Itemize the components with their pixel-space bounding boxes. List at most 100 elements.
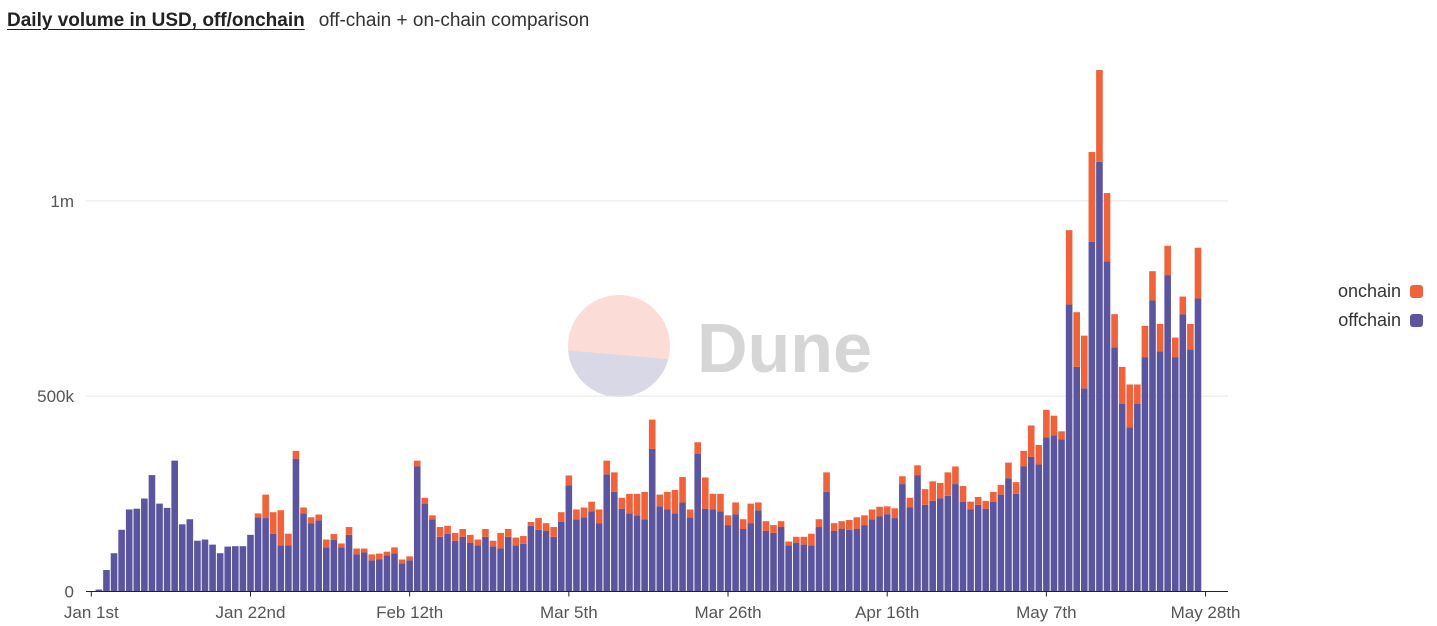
bar-offchain[interactable] [277, 545, 285, 592]
bar-offchain[interactable] [936, 498, 944, 592]
bar-offchain[interactable] [429, 519, 436, 592]
bar-offchain[interactable] [777, 527, 785, 592]
bar-onchain[interactable] [967, 501, 974, 510]
bar-onchain[interactable] [565, 475, 573, 486]
bar-offchain[interactable] [808, 545, 815, 592]
bar-onchain[interactable] [808, 533, 815, 546]
bar-onchain[interactable] [383, 551, 391, 556]
bar-offchain[interactable] [254, 517, 262, 592]
bar-offchain[interactable] [701, 508, 709, 592]
bar-onchain[interactable] [535, 518, 542, 530]
bar-onchain[interactable] [732, 502, 739, 515]
bar-offchain[interactable] [823, 491, 830, 592]
bar-offchain[interactable] [1187, 349, 1194, 592]
bar-onchain[interactable] [990, 491, 997, 502]
bar-offchain[interactable] [641, 519, 648, 592]
bar-offchain[interactable] [846, 529, 853, 592]
bar-offchain[interactable] [1171, 357, 1179, 592]
bar-offchain[interactable] [580, 517, 588, 592]
bar-offchain[interactable] [588, 511, 595, 592]
bar-offchain[interactable] [603, 474, 611, 592]
bar-offchain[interactable] [815, 527, 823, 592]
bar-onchain[interactable] [739, 519, 747, 529]
bar-offchain[interactable] [709, 509, 717, 592]
bar-onchain[interactable] [557, 512, 565, 522]
bar-onchain[interactable] [1027, 425, 1035, 457]
bar-offchain[interactable] [482, 536, 489, 592]
bar-offchain[interactable] [1126, 427, 1134, 592]
bar-offchain[interactable] [330, 539, 338, 592]
bar-offchain[interactable] [300, 513, 307, 592]
bar-onchain[interactable] [391, 547, 398, 554]
bar-offchain[interactable] [891, 518, 899, 592]
bar-offchain[interactable] [163, 507, 171, 592]
bar-onchain[interactable] [815, 519, 823, 528]
bar-offchain[interactable] [1027, 456, 1035, 592]
bar-onchain[interactable] [717, 493, 724, 512]
bar-offchain[interactable] [497, 548, 504, 592]
bar-offchain[interactable] [95, 589, 103, 592]
bar-onchain[interactable] [914, 465, 921, 476]
bar-onchain[interactable] [876, 506, 883, 517]
bar-onchain[interactable] [982, 500, 990, 509]
bar-onchain[interactable] [1164, 245, 1171, 276]
bar-offchain[interactable] [982, 508, 990, 592]
bar-offchain[interactable] [345, 534, 353, 592]
bar-offchain[interactable] [269, 533, 277, 592]
bar-onchain[interactable] [406, 556, 413, 561]
bar-offchain[interactable] [406, 560, 413, 592]
bar-offchain[interactable] [216, 553, 224, 592]
bar-onchain[interactable] [1043, 409, 1050, 438]
bar-offchain[interactable] [194, 540, 201, 592]
bar-offchain[interactable] [1005, 478, 1012, 592]
bar-offchain[interactable] [664, 509, 671, 592]
bar-offchain[interactable] [247, 534, 254, 592]
bar-onchain[interactable] [626, 493, 633, 514]
bar-onchain[interactable] [1058, 431, 1065, 440]
bar-offchain[interactable] [1149, 300, 1156, 592]
bar-onchain[interactable] [846, 520, 853, 530]
bar-onchain[interactable] [1187, 323, 1194, 350]
bar-offchain[interactable] [611, 491, 618, 592]
bar-offchain[interactable] [504, 536, 512, 592]
bar-offchain[interactable] [997, 494, 1005, 592]
bar-offchain[interactable] [717, 511, 724, 592]
bar-offchain[interactable] [1058, 439, 1065, 592]
bar-offchain[interactable] [474, 545, 482, 592]
bar-offchain[interactable] [732, 514, 739, 592]
bar-onchain[interactable] [520, 536, 527, 544]
bar-onchain[interactable] [512, 537, 520, 546]
bar-onchain[interactable] [686, 509, 694, 518]
bar-offchain[interactable] [1035, 464, 1043, 592]
bar-offchain[interactable] [209, 544, 216, 592]
bar-offchain[interactable] [262, 518, 269, 592]
bar-onchain[interactable] [656, 494, 664, 507]
bar-offchain[interactable] [557, 521, 565, 592]
bar-onchain[interactable] [921, 489, 929, 505]
bar-onchain[interactable] [611, 472, 618, 492]
bar-onchain[interactable] [1050, 415, 1058, 436]
bar-onchain[interactable] [254, 513, 262, 518]
bar-onchain[interactable] [1080, 335, 1088, 389]
bar-onchain[interactable] [588, 501, 595, 512]
bar-onchain[interactable] [1134, 384, 1141, 404]
bar-onchain[interactable] [1088, 152, 1096, 242]
bar-offchain[interactable] [1012, 493, 1020, 592]
bar-offchain[interactable] [1020, 466, 1027, 592]
bar-offchain[interactable] [1164, 275, 1171, 592]
bar-onchain[interactable] [398, 559, 406, 564]
bar-offchain[interactable] [156, 503, 163, 592]
bar-offchain[interactable] [550, 536, 557, 592]
bar-onchain[interactable] [952, 466, 959, 485]
bar-offchain[interactable] [224, 546, 232, 592]
bar-onchain[interactable] [959, 486, 967, 502]
bar-onchain[interactable] [679, 477, 686, 503]
bar-onchain[interactable] [429, 515, 436, 520]
bar-offchain[interactable] [459, 536, 467, 592]
bar-offchain[interactable] [1050, 435, 1058, 592]
bar-onchain[interactable] [936, 482, 944, 499]
bar-offchain[interactable] [755, 510, 762, 592]
bar-onchain[interactable] [792, 536, 800, 543]
bar-offchain[interactable] [1134, 403, 1141, 592]
bar-onchain[interactable] [1035, 445, 1043, 465]
